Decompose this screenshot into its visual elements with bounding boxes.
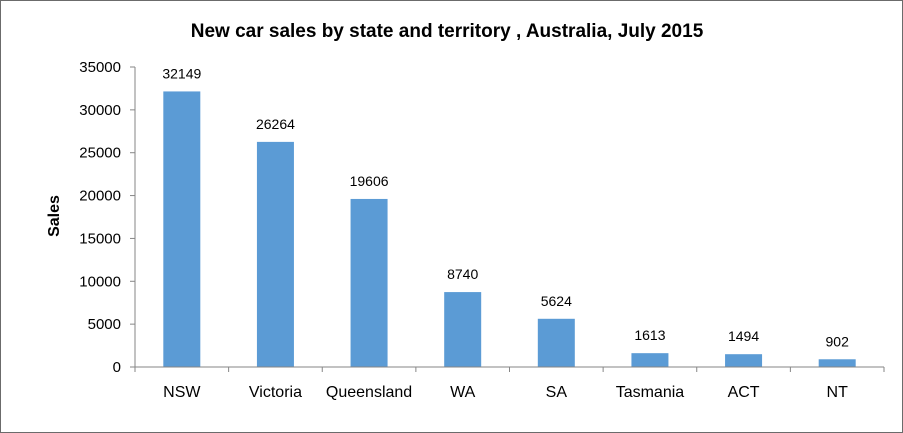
data-label: 1613 [634,327,665,343]
chart-title: New car sales by state and territory , A… [191,21,704,42]
bars-group [163,91,856,368]
bar [631,353,669,367]
data-labels-group: 32149 26264 19606 8740 5624 1613 1494 902 [162,65,849,349]
x-axis: NSW Victoria Queensland WA SA Tasmania ACT NT [134,366,885,401]
data-label: 902 [826,333,850,349]
bar [818,359,856,367]
bar [256,141,294,367]
x-tick-label: NT [827,384,849,401]
data-label: 1494 [728,328,759,344]
bar [350,198,388,367]
bar [537,318,575,367]
data-label: 32149 [162,65,201,81]
data-label: 5624 [541,293,572,309]
y-tick-label: 30000 [79,102,121,119]
data-label: 26264 [256,116,295,132]
data-label: 8740 [447,266,478,282]
y-tick-label: 35000 [79,59,121,76]
data-label: 19606 [350,173,389,189]
bar [725,354,763,367]
x-tick-label: Victoria [249,384,302,401]
y-axis: 0 5000 10000 15000 20000 25000 30000 35000 [79,59,136,376]
x-tick-label: Tasmania [616,384,685,401]
x-tick-label: NSW [163,384,201,401]
y-axis-label: Sales [46,195,63,237]
x-tick-label: WA [450,384,476,401]
y-tick-label: 5000 [88,316,121,333]
y-tick-label: 25000 [79,145,121,162]
bar [163,91,201,368]
y-tick-label: 20000 [79,188,121,205]
y-tick-label: 0 [113,359,121,376]
y-tick-label: 10000 [79,273,121,290]
bar [444,292,482,367]
x-tick-label: SA [546,384,568,401]
x-tick-label: ACT [728,384,760,401]
x-tick-label: Queensland [326,384,412,401]
y-tick-label: 15000 [79,230,121,247]
